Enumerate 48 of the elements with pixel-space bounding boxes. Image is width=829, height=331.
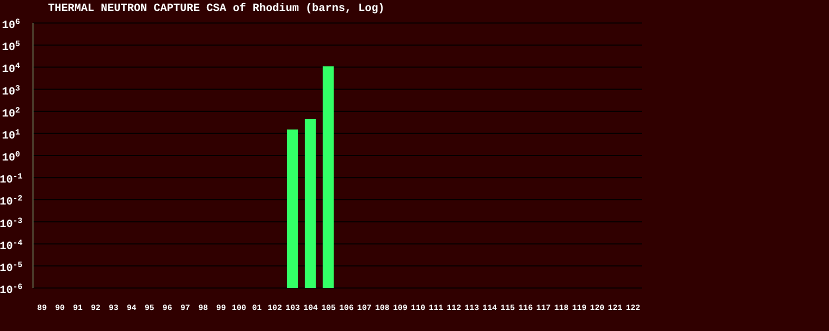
chart-title: THERMAL NEUTRON CAPTURE CSA of Rhodium (barns, Log) [48, 3, 385, 15]
x-tick-label: 100 [232, 304, 246, 313]
y-tick-label: 10$^{-6}$ [0, 282, 23, 297]
y-tick-label: 10$^{2}$ [2, 106, 20, 120]
x-tick-label: 91 [72, 304, 83, 313]
y-tick-label: 10$^{0}$ [2, 150, 20, 164]
y-tick-label: 10$^{-4}$ [0, 238, 23, 253]
y-tick-label: 10$^{5}$ [2, 40, 20, 54]
x-tick-label: 105 [321, 304, 336, 313]
x-tick-label: 98 [198, 304, 208, 313]
y-tick-label: 10$^{4}$ [2, 62, 20, 76]
x-tick-label: 01 [252, 304, 262, 313]
x-tick-label: 110 [410, 304, 426, 313]
x-tick-label: 99 [216, 304, 226, 313]
x-tick-label: 106 [339, 304, 354, 313]
y-tick-label: 10$^{3}$ [2, 84, 20, 98]
y-tick-label: 10$^{-5}$ [0, 260, 23, 275]
x-tick-label: 119 [572, 304, 587, 313]
x-tick-label: 103 [286, 304, 300, 313]
x-tick-label: 117 [536, 304, 551, 313]
y-tick-label: 10$^{-1}$ [0, 172, 23, 187]
x-tick-label: 92 [90, 304, 101, 313]
x-tick-label: 121 [608, 304, 623, 313]
x-tick-label: 113 [464, 304, 480, 313]
x-tick-label: 116 [518, 304, 533, 313]
x-tick-label: 89 [37, 304, 47, 313]
x-tick-label: 108 [375, 304, 390, 313]
x-tick-label: 97 [180, 304, 190, 313]
y-tick-label: 10$^{1}$ [2, 128, 20, 142]
x-tick-label: 93 [108, 304, 119, 313]
x-tick-label: 94 [126, 304, 137, 313]
x-tick-label: 90 [55, 304, 65, 313]
x-tick-label: 120 [590, 304, 605, 313]
y-tick-label: 10$^{-3}$ [0, 216, 23, 231]
x-tick-label: 114 [482, 304, 498, 313]
x-tick-label: 122 [626, 304, 640, 313]
y-tick-label: 10$^{6}$ [2, 18, 20, 32]
x-tick-label: 107 [357, 304, 372, 313]
x-tick-label: 102 [268, 304, 282, 313]
y-tick-label: 10$^{-2}$ [0, 194, 23, 209]
x-tick-label: 96 [162, 304, 172, 313]
x-tick-label: 118 [554, 304, 569, 313]
x-tick-label: 95 [144, 304, 154, 313]
x-tick-label: 109 [392, 304, 408, 313]
x-tick-label: 111 [428, 304, 444, 313]
x-tick-label: 104 [303, 304, 318, 313]
x-tick-label: 112 [446, 304, 462, 313]
x-tick-label: 115 [500, 304, 516, 313]
